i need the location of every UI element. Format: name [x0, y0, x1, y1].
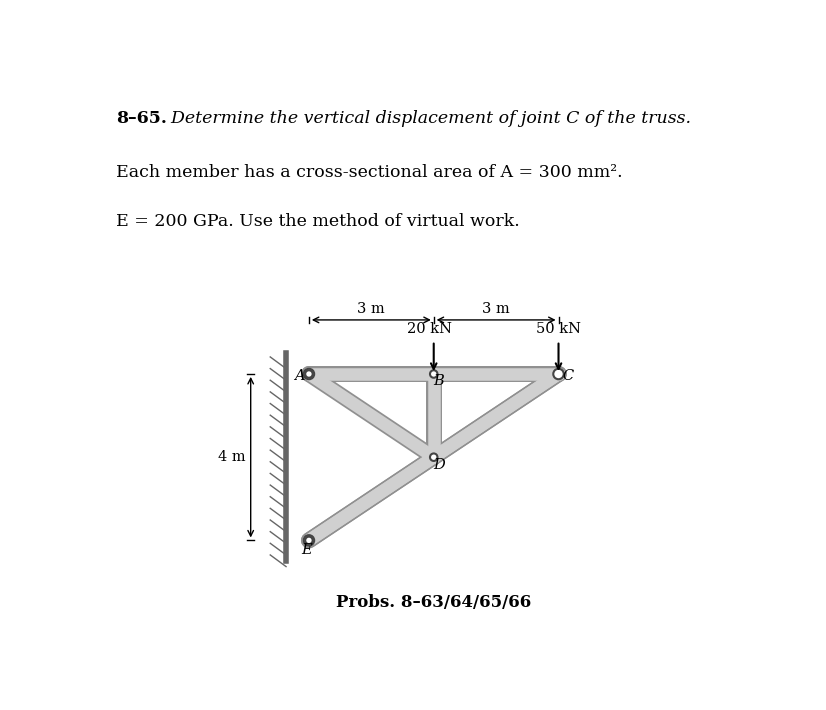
Circle shape [305, 537, 313, 544]
Circle shape [305, 370, 313, 378]
Circle shape [304, 368, 314, 379]
Text: 3 m: 3 m [358, 302, 385, 316]
Text: D: D [434, 458, 445, 471]
Circle shape [553, 368, 564, 379]
Text: E = 200 GPa. Use the method of virtual work.: E = 200 GPa. Use the method of virtual w… [116, 213, 520, 230]
Circle shape [555, 370, 563, 378]
Text: A: A [295, 369, 305, 383]
Text: 3 m: 3 m [482, 302, 510, 316]
Circle shape [430, 454, 438, 461]
Text: E: E [301, 542, 312, 557]
Text: C: C [562, 369, 573, 383]
Text: 4 m: 4 m [218, 450, 245, 464]
Text: Determine the vertical displacement of joint C of the truss.: Determine the vertical displacement of j… [159, 110, 691, 127]
Text: Each member has a cross-sectional area of A = 300 mm².: Each member has a cross-sectional area o… [116, 164, 623, 181]
Circle shape [430, 370, 438, 378]
Text: 8–65.: 8–65. [116, 110, 167, 127]
Text: Probs. 8–63/64/65/66: Probs. 8–63/64/65/66 [336, 594, 531, 611]
Text: 50 kN: 50 kN [536, 322, 581, 336]
Text: B: B [434, 374, 444, 388]
Text: 20 kN: 20 kN [407, 322, 452, 336]
Circle shape [304, 535, 314, 545]
